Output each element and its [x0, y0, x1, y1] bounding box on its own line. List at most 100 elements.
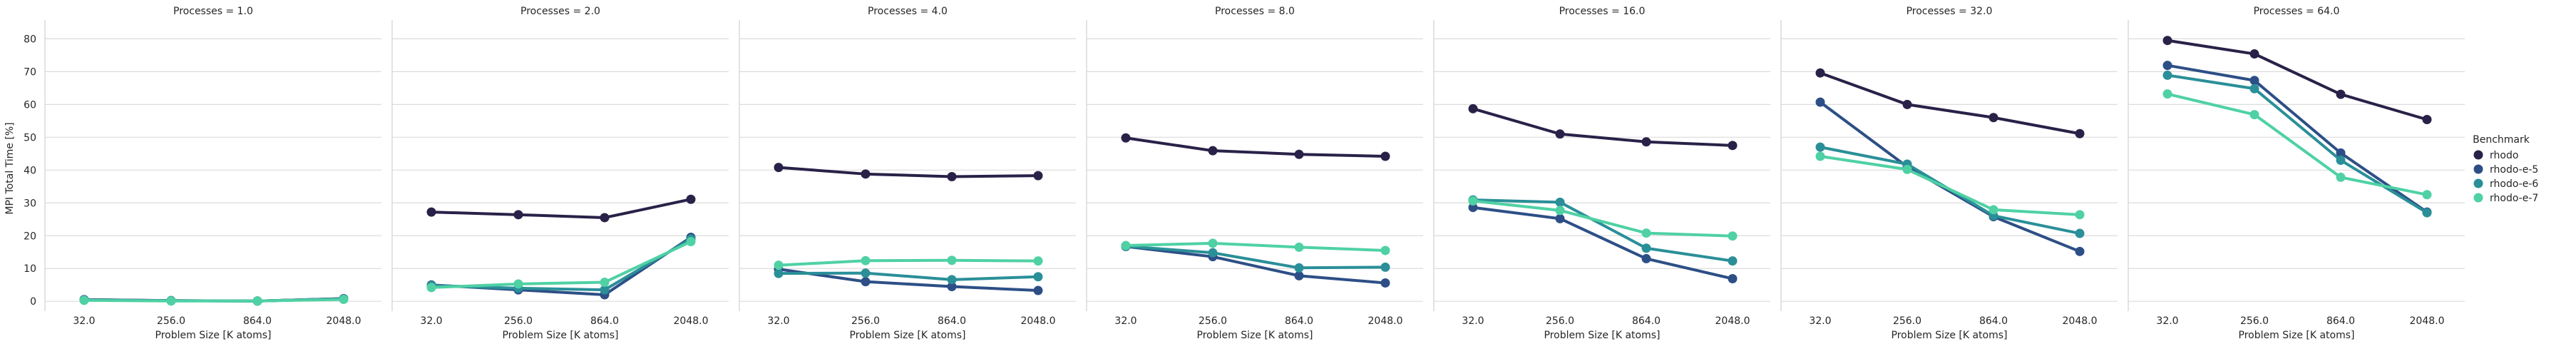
x-tick-label: 256.0 [2240, 315, 2269, 327]
data-point [2162, 61, 2172, 71]
y-tick-label: 60 [24, 99, 36, 111]
data-point [1294, 149, 1304, 159]
x-tick-label: 32.0 [1462, 315, 1484, 327]
legend-marker [2473, 164, 2483, 174]
data-point [1380, 262, 1390, 272]
data-point [1033, 272, 1043, 282]
x-axis-label: Problem Size [K atoms] [2239, 330, 2355, 341]
facet-panel-7: Processes = 64.0 32.0 256.0 864.0 2048.0 Prob… [2128, 6, 2465, 341]
series-line [1819, 101, 2081, 253]
x-tick-label: 256.0 [157, 315, 185, 327]
x-axis-label: Problem Size [K atoms] [503, 330, 619, 341]
y-tick-label: 70 [24, 66, 36, 78]
facet-title: Processes = 2.0 [520, 6, 600, 17]
data-point [947, 256, 957, 265]
legend-title: Benchmark [2473, 134, 2530, 146]
series-line [430, 198, 692, 219]
x-tick-label: 32.0 [1114, 315, 1136, 327]
series-line [1819, 154, 2081, 216]
data-point [2162, 70, 2172, 80]
x-tick-label: 864.0 [1632, 315, 1661, 327]
series-rhodo [1121, 133, 1390, 161]
data-point [1121, 133, 1131, 143]
series-line [1124, 241, 1387, 252]
data-point [1641, 253, 1651, 263]
x-tick-label: 32.0 [73, 315, 95, 327]
data-point [1902, 99, 1912, 109]
data-point [1468, 203, 1478, 213]
legend: Benchmark rhodo rhodo-e-5 rhodo-e-6 rhodo-e-… [2473, 134, 2538, 204]
data-point [1555, 213, 1565, 223]
data-point [2336, 156, 2346, 166]
series-rhodo-e-7 [2162, 89, 2432, 200]
legend-marker [2473, 150, 2483, 160]
y-tick-label: 0 [30, 296, 36, 308]
data-point [600, 285, 610, 295]
series-line [1472, 206, 1734, 280]
series-rhodo [1815, 68, 2085, 138]
data-point [1468, 196, 1478, 206]
series-line [1819, 71, 2081, 136]
series-rhodo [1468, 103, 1738, 151]
data-point [1033, 256, 1043, 266]
y-tick-label: 10 [24, 263, 36, 275]
data-point [2075, 246, 2085, 256]
series-rhodo-e-5 [1468, 203, 1738, 283]
data-point [2162, 36, 2172, 46]
x-tick-label: 864.0 [1285, 315, 1313, 327]
data-point [1641, 243, 1651, 253]
series-rhodo-e-7 [426, 237, 696, 293]
series-line [777, 166, 1040, 178]
data-point [2336, 172, 2346, 182]
data-point [426, 283, 436, 293]
series-rhodo [2162, 36, 2432, 124]
series-rhodo-e-7 [79, 294, 349, 306]
data-point [1728, 273, 1738, 283]
x-tick-label: 2048.0 [1715, 315, 1750, 327]
series-line [1124, 245, 1387, 285]
facet-panel-1: Processes = 1.0 0 10 20 30 40 50 60 70 80 32.0 256.… [24, 6, 381, 341]
data-point [2249, 84, 2259, 93]
x-tick-label: 256.0 [1546, 315, 1574, 327]
legend-label: rhodo-e-5 [2490, 164, 2538, 176]
data-point [1294, 242, 1304, 252]
series-line [1472, 199, 1734, 238]
x-axis-label: Problem Size [K atoms] [1892, 330, 2008, 341]
x-tick-label: 256.0 [1199, 315, 1227, 327]
data-point [600, 213, 610, 223]
data-point [686, 237, 696, 247]
data-point [2249, 49, 2259, 59]
y-tick-label: 30 [24, 198, 36, 209]
data-point [947, 282, 957, 292]
series-line [430, 240, 692, 289]
data-point [1033, 285, 1043, 295]
x-axis-label: Problem Size [K atoms] [1544, 330, 1661, 341]
x-tick-label: 864.0 [938, 315, 966, 327]
data-point [1208, 146, 1218, 156]
y-tick-label: 20 [24, 231, 36, 242]
x-tick-label: 864.0 [1979, 315, 2008, 327]
data-point [1555, 197, 1565, 207]
facet-panel-3: Processes = 4.0 32.0 256.0 864.0 2048.0 Probl… [739, 6, 1076, 341]
data-point [1815, 151, 1825, 161]
data-point [1989, 205, 1998, 215]
series-rhodo [774, 163, 1043, 181]
data-point [252, 296, 262, 306]
x-tick-label: 2048.0 [327, 315, 361, 327]
series-rhodo-e-5 [2162, 61, 2432, 217]
data-point [774, 163, 784, 173]
legend-label: rhodo [2490, 150, 2518, 161]
x-tick-label: 2048.0 [1021, 315, 1056, 327]
y-tick-label: 80 [24, 34, 36, 45]
y-axis-label: MPI Total Time [%] [4, 122, 16, 214]
series-line [777, 258, 1040, 267]
data-point [2422, 114, 2432, 124]
data-point [861, 169, 871, 179]
data-point [79, 295, 89, 305]
data-point [1294, 263, 1304, 273]
data-point [600, 278, 610, 288]
x-tick-label: 32.0 [1809, 315, 1831, 327]
data-point [1641, 228, 1651, 238]
x-tick-label: 32.0 [2156, 315, 2178, 327]
facet-title: Processes = 64.0 [2254, 6, 2340, 17]
